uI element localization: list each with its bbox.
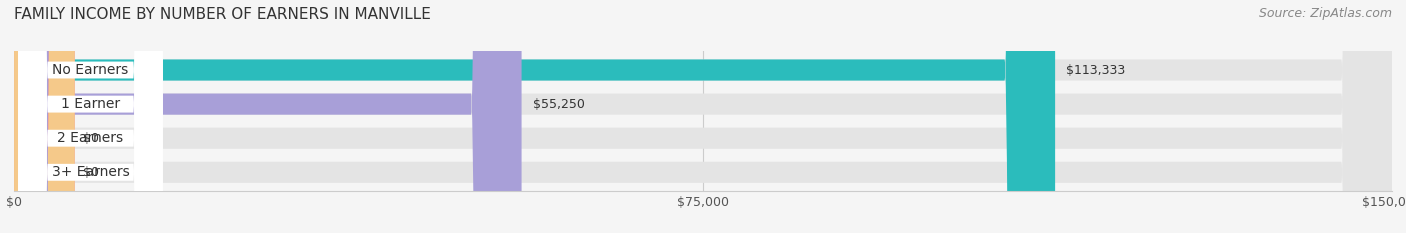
FancyBboxPatch shape <box>14 0 522 233</box>
FancyBboxPatch shape <box>18 0 163 233</box>
FancyBboxPatch shape <box>14 0 1392 233</box>
FancyBboxPatch shape <box>18 0 163 233</box>
FancyBboxPatch shape <box>18 0 163 233</box>
FancyBboxPatch shape <box>18 0 163 233</box>
Text: Source: ZipAtlas.com: Source: ZipAtlas.com <box>1258 7 1392 20</box>
Text: 2 Earners: 2 Earners <box>58 131 124 145</box>
Text: $0: $0 <box>83 132 98 145</box>
FancyBboxPatch shape <box>14 0 1392 233</box>
Text: FAMILY INCOME BY NUMBER OF EARNERS IN MANVILLE: FAMILY INCOME BY NUMBER OF EARNERS IN MA… <box>14 7 430 22</box>
FancyBboxPatch shape <box>14 0 75 233</box>
FancyBboxPatch shape <box>14 0 1392 233</box>
FancyBboxPatch shape <box>14 0 1392 233</box>
Text: 1 Earner: 1 Earner <box>60 97 120 111</box>
Text: 3+ Earners: 3+ Earners <box>52 165 129 179</box>
Text: $55,250: $55,250 <box>533 98 585 111</box>
FancyBboxPatch shape <box>14 0 75 233</box>
Text: $113,333: $113,333 <box>1066 64 1125 76</box>
Text: No Earners: No Earners <box>52 63 129 77</box>
Text: $0: $0 <box>83 166 98 179</box>
FancyBboxPatch shape <box>14 0 1054 233</box>
